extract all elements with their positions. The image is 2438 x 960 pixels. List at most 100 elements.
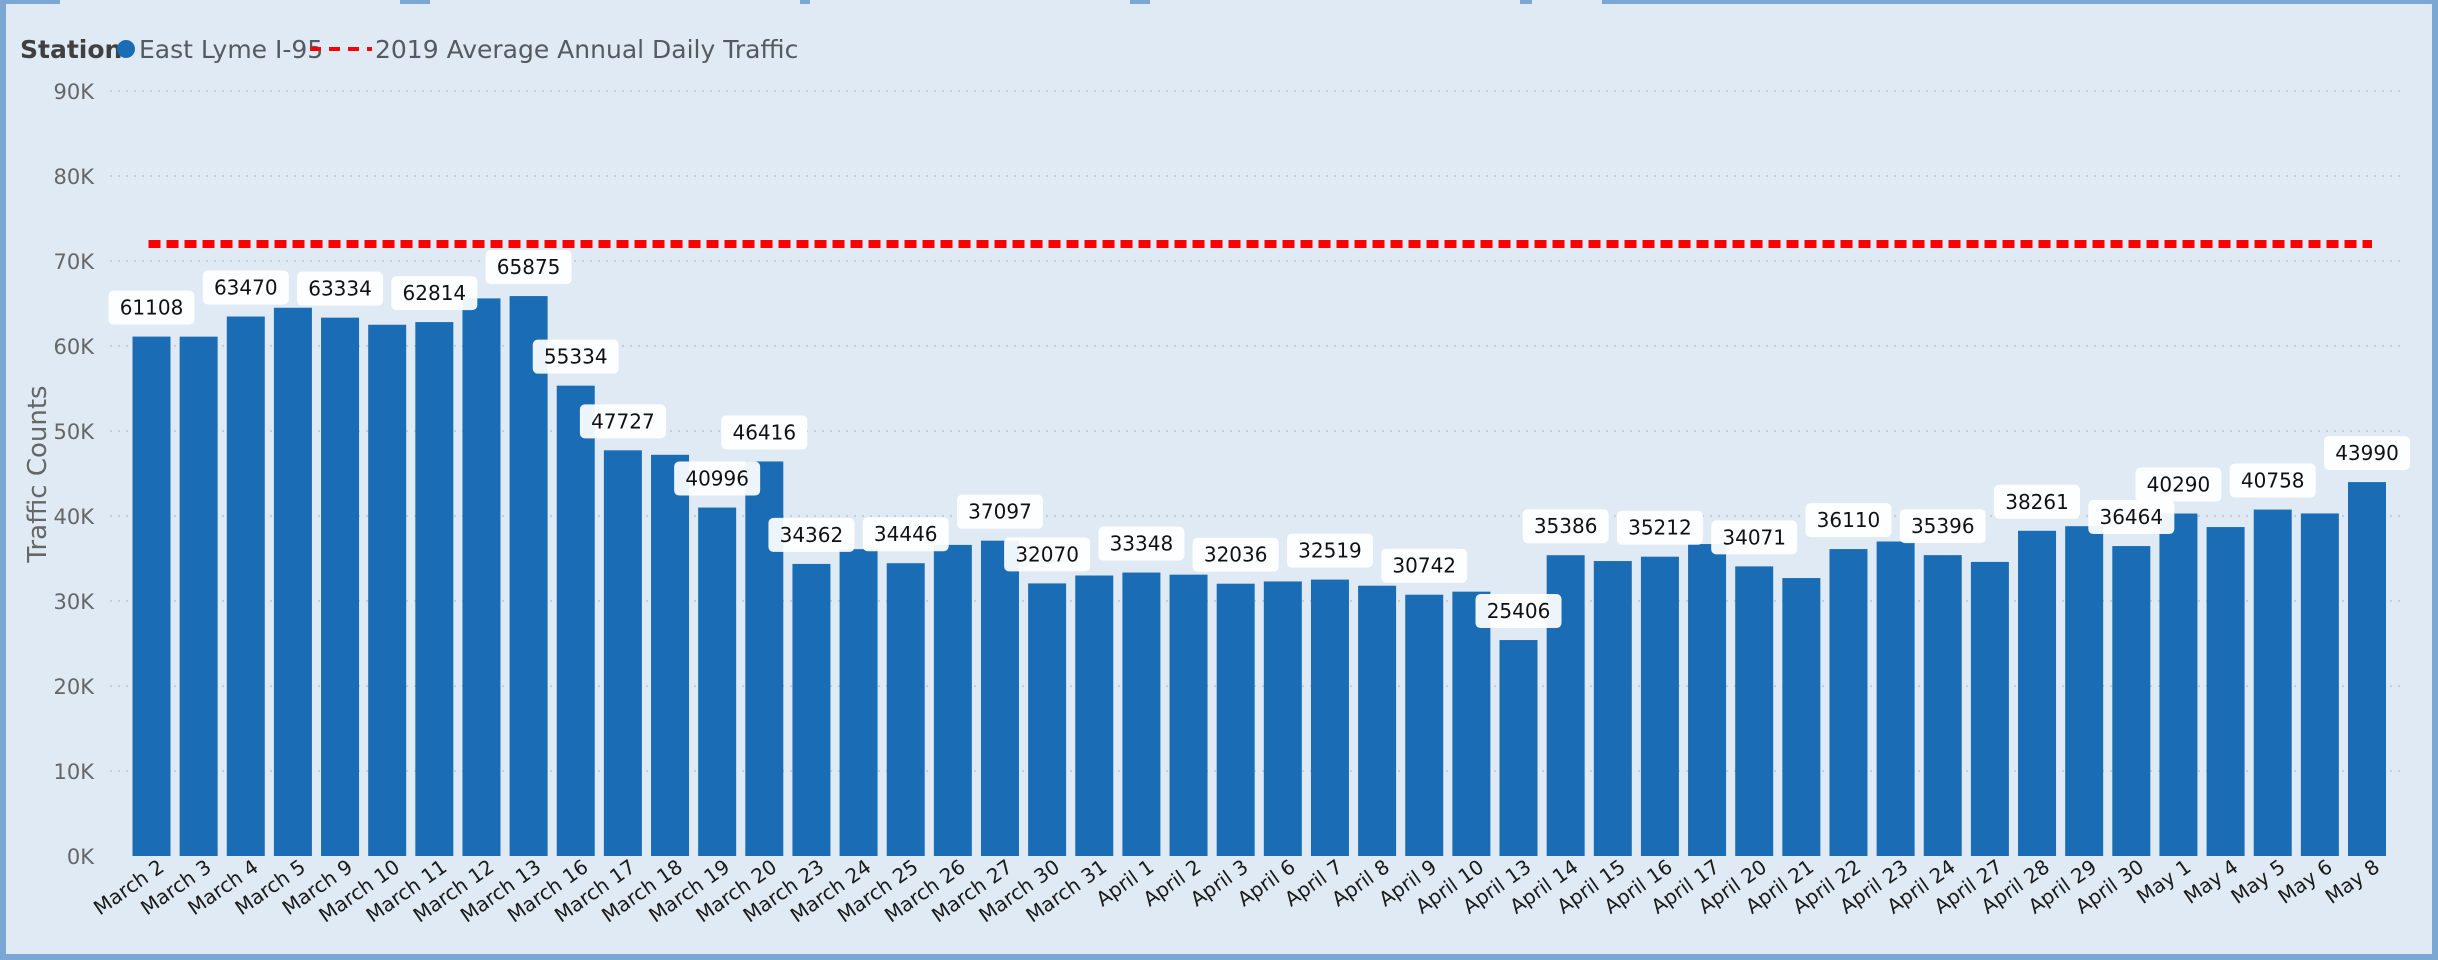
data-label-box [202,270,289,305]
data-label: 63470 [214,276,278,300]
y-tick-label: 80K [54,165,96,189]
data-label-box [1098,526,1185,561]
data-label: 25406 [1487,599,1551,623]
data-label: 40758 [2241,469,2305,493]
data-label-box [532,339,619,374]
top-tab-2 [430,0,800,4]
data-label: 63334 [308,277,372,301]
legend-dot-icon [117,40,135,58]
data-label: 40996 [685,467,749,491]
data-label-box [2229,463,2316,498]
data-label-box [1616,510,1703,545]
bar[interactable] [839,549,878,856]
bar[interactable] [651,454,690,856]
bar[interactable] [1263,581,1302,856]
data-label-box [1286,533,1373,568]
data-label-box [2324,436,2410,471]
legend-item-aadt: 2019 Average Annual Daily Traffic [375,35,798,64]
bar[interactable] [132,336,171,856]
bar[interactable] [273,307,312,856]
data-label-box [2135,467,2222,502]
data-label: 32519 [1298,539,1362,563]
bar[interactable] [1452,591,1491,856]
legend-item-east-lyme: East Lyme I-95 [139,35,323,64]
bar[interactable] [1593,561,1632,856]
bar[interactable] [1688,544,1727,856]
bar[interactable] [1310,579,1349,856]
bar[interactable] [226,316,265,856]
data-label-box [1994,484,2081,519]
bar[interactable] [2112,546,2151,856]
data-label: 36110 [1817,508,1881,532]
bar[interactable] [1358,585,1397,856]
bar[interactable] [2018,530,2057,856]
data-label: 37097 [968,500,1032,524]
data-label-box [1381,548,1468,583]
data-label-box [1522,509,1609,544]
bar[interactable] [2159,513,2198,856]
bar[interactable] [1028,583,1067,856]
bar[interactable] [2300,513,2339,856]
legend: Station East Lyme I-95 2019 Average Annu… [20,35,798,64]
bar[interactable] [886,563,925,856]
y-tick-label: 0K [67,845,95,869]
bar[interactable] [603,450,642,856]
y-tick-label: 40K [54,505,96,529]
data-label: 32070 [1015,542,1079,566]
data-label-box [297,271,384,306]
bar[interactable] [1640,556,1679,856]
bar[interactable] [1169,574,1208,856]
bar[interactable] [698,507,737,856]
bar[interactable] [1216,583,1255,856]
bar[interactable] [556,385,595,856]
data-label: 34071 [1722,525,1786,549]
data-label: 35396 [1911,514,1975,538]
gridlines [110,90,2400,772]
data-label: 35386 [1534,514,1598,538]
bar[interactable] [1829,549,1868,856]
y-tick-label: 50K [54,420,96,444]
bar[interactable] [2253,509,2292,856]
data-label: 61108 [120,296,184,320]
top-tab-4 [1150,0,1520,4]
data-label: 35212 [1628,516,1692,540]
bar[interactable] [1735,566,1774,856]
bar[interactable] [1122,572,1161,856]
data-label: 34446 [874,522,938,546]
bar[interactable] [980,540,1019,856]
data-label-box [1711,520,1798,555]
data-label-box [1475,594,1562,629]
bar[interactable] [179,336,218,856]
top-tab-3 [810,0,1130,4]
bar[interactable] [2206,527,2245,856]
bar[interactable] [321,317,360,856]
bar[interactable] [792,563,831,856]
bar[interactable] [1405,594,1444,856]
data-label-box [674,461,761,496]
bar[interactable] [933,544,972,856]
bar[interactable] [462,298,501,856]
bar[interactable] [509,296,548,856]
y-axis-ticks: 0K 10K 20K 30K 40K 50K 60K 70K 80K 90K [54,80,96,869]
bar[interactable] [368,324,407,856]
bar[interactable] [1075,575,1114,857]
bar[interactable] [1782,578,1821,856]
y-tick-label: 90K [54,80,96,104]
data-label-box [862,517,949,552]
data-label-box [956,494,1043,529]
bar[interactable] [1970,561,2009,856]
bar[interactable] [1923,555,1962,856]
bar[interactable] [1499,640,1538,856]
bar[interactable] [2348,482,2386,856]
bar[interactable] [2065,526,2104,856]
x-tick-label: May 8 [2321,854,2384,908]
bar[interactable] [1876,541,1915,857]
y-tick-label: 30K [54,590,96,614]
legend-title: Station [20,35,122,64]
data-label: 33348 [1110,532,1174,556]
bar[interactable] [415,322,454,856]
x-tick-label: May 6 [2273,854,2336,908]
data-label: 40290 [2147,473,2211,497]
